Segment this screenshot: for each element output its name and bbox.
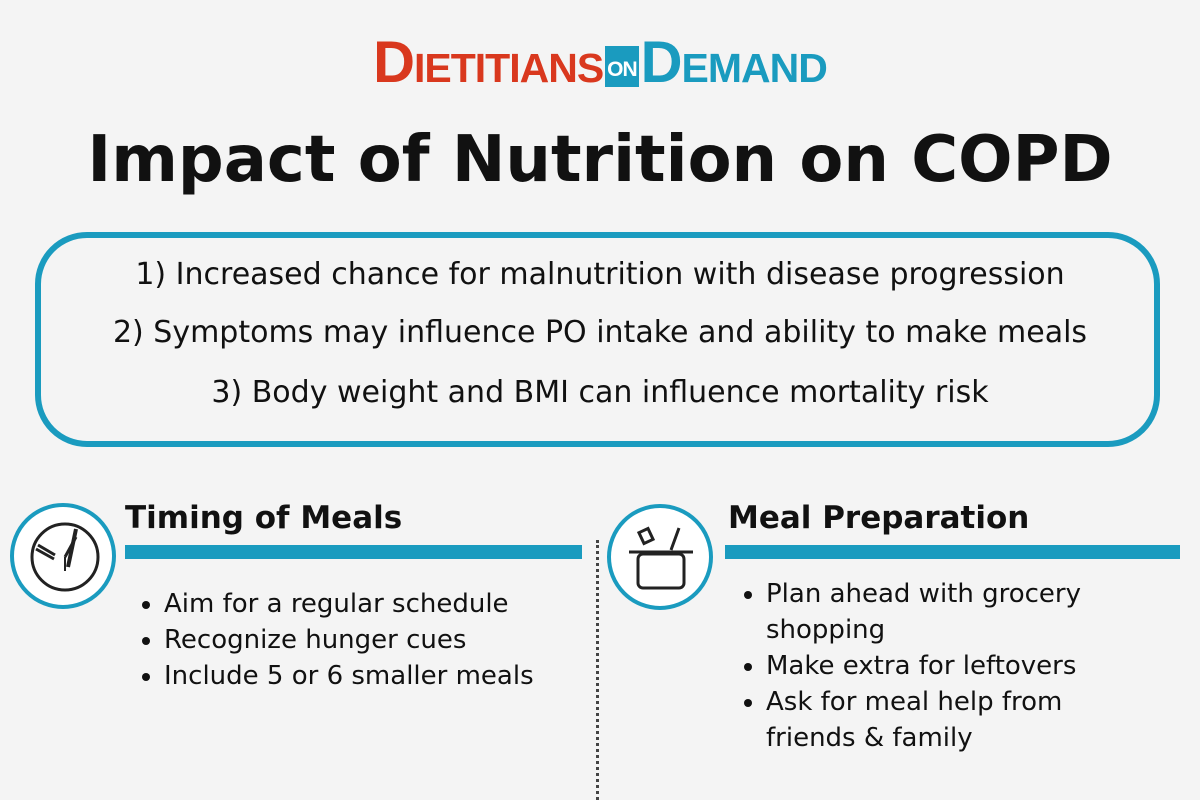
pot-icon (607, 504, 713, 610)
bullet: Recognize hunger cues (164, 622, 564, 658)
bullet-list: Aim for a regular scheduleRecognize hung… (138, 586, 564, 694)
bullet: Aim for a regular schedule (164, 586, 564, 622)
bullet: Include 5 or 6 smaller meals (164, 658, 564, 694)
key-point: 3) Body weight and BMI can influence mor… (211, 375, 989, 410)
key-point: 1) Increased chance for malnutrition wit… (135, 257, 1065, 292)
title: Impact of Nutrition on COPD (87, 123, 1113, 197)
bullet: Plan ahead with grocery shopping (766, 576, 1136, 648)
section-heading: Timing of Meals (125, 500, 403, 536)
logo-part: Dietitians (373, 30, 604, 95)
bullet: Make extra for leftovers (766, 648, 1136, 684)
bullet-list: Plan ahead with grocery shoppingMake ext… (740, 576, 1136, 756)
section-heading: Meal Preparation (728, 500, 1030, 536)
logo-part: on (605, 45, 639, 87)
key-point: 2) Symptoms may influence PO intake and … (112, 315, 1088, 350)
logo-part: Demand (640, 30, 828, 95)
clock-icon (10, 503, 116, 609)
key-points-box (35, 232, 1160, 447)
logo: Dietitians onDemand (0, 28, 1200, 102)
heading-bar (125, 545, 582, 559)
bullet: Ask for meal help from friends & family (766, 684, 1136, 756)
divider (596, 540, 599, 800)
heading-bar (725, 545, 1180, 559)
